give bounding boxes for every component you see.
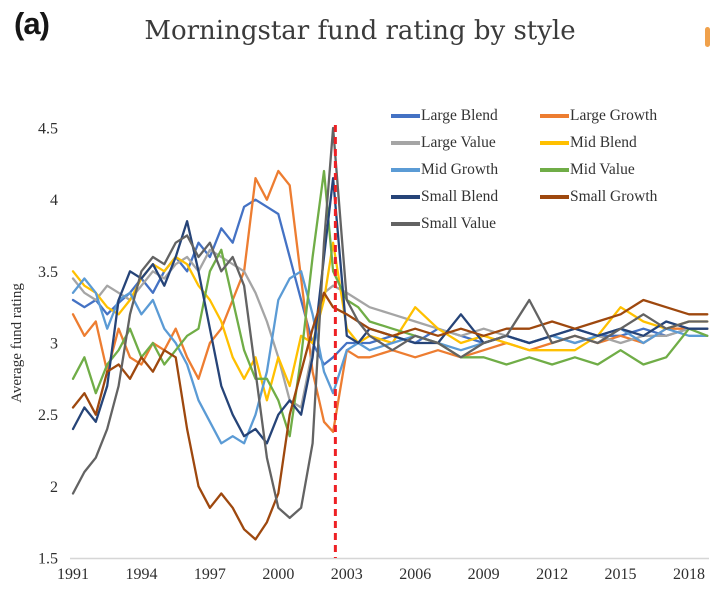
legend-line-swatch-icon (540, 168, 569, 172)
x-tick-label: 2018 (673, 566, 705, 583)
cropped-curve-fragment (705, 27, 710, 47)
y-tick-label: 3.5 (38, 264, 58, 281)
legend-item: Large Value (391, 134, 540, 152)
series-line-mid-value (71, 169, 709, 438)
legend-item: Mid Growth (391, 161, 540, 179)
series-line-small-growth (71, 291, 709, 541)
legend-line-swatch-icon (540, 114, 569, 118)
legend-label: Large Value (421, 134, 496, 151)
legend-line-swatch-icon (391, 168, 420, 172)
legend-label: Mid Blend (570, 134, 637, 151)
chart-title: Morningstar fund rating by style (144, 16, 576, 46)
x-tick-label: 2015 (605, 566, 637, 583)
legend-label: Mid Growth (421, 161, 499, 178)
x-tick-label: 1991 (57, 566, 89, 583)
legend-label: Small Value (421, 215, 497, 232)
legend-item: Large Growth (540, 107, 657, 125)
legend-line-swatch-icon (391, 114, 420, 118)
y-tick-label: 4.5 (38, 121, 58, 138)
y-tick-label: 2.5 (38, 407, 58, 424)
legend-item: Small Growth (540, 188, 657, 206)
x-tick-label: 1994 (125, 566, 157, 583)
legend-item: Mid Value (540, 161, 657, 179)
legend-label: Small Blend (421, 188, 499, 205)
legend-item: Mid Blend (540, 134, 657, 152)
y-axis-title: Average fund rating (9, 283, 25, 403)
series-line-mid-growth (71, 270, 709, 445)
legend-line-swatch-icon (391, 222, 420, 226)
legend-line-swatch-icon (540, 141, 569, 145)
x-tick-label: 2006 (399, 566, 431, 583)
series-line-small-blend (71, 177, 709, 445)
legend-line-swatch-icon (540, 195, 569, 199)
legend-line-swatch-icon (391, 141, 420, 145)
legend-item: Small Value (391, 215, 540, 233)
legend-label: Mid Value (570, 161, 635, 178)
y-tick-label: 3 (50, 336, 58, 353)
x-tick-label: 1997 (194, 566, 226, 583)
series-line-mid-blend (71, 241, 709, 402)
legend-item: Small Blend (391, 188, 540, 206)
x-tick-label: 2009 (468, 566, 500, 583)
x-tick-label: 2012 (536, 566, 568, 583)
legend: Large Blend Large Growth Large Value Mid Bl… (391, 107, 657, 233)
legend-label: Large Growth (570, 107, 658, 124)
legend-label: Small Growth (570, 188, 658, 205)
x-tick-label: 2003 (331, 566, 363, 583)
panel-label: (a) (14, 6, 50, 41)
legend-label: Large Blend (421, 107, 498, 124)
legend-line-swatch-icon (391, 195, 420, 199)
legend-item: Large Blend (391, 107, 540, 125)
series-line-small-value (71, 126, 709, 520)
x-tick-label: 2000 (262, 566, 294, 583)
y-tick-label: 4 (50, 192, 58, 209)
y-tick-label: 1.5 (38, 551, 58, 568)
y-tick-label: 2 (50, 479, 58, 496)
